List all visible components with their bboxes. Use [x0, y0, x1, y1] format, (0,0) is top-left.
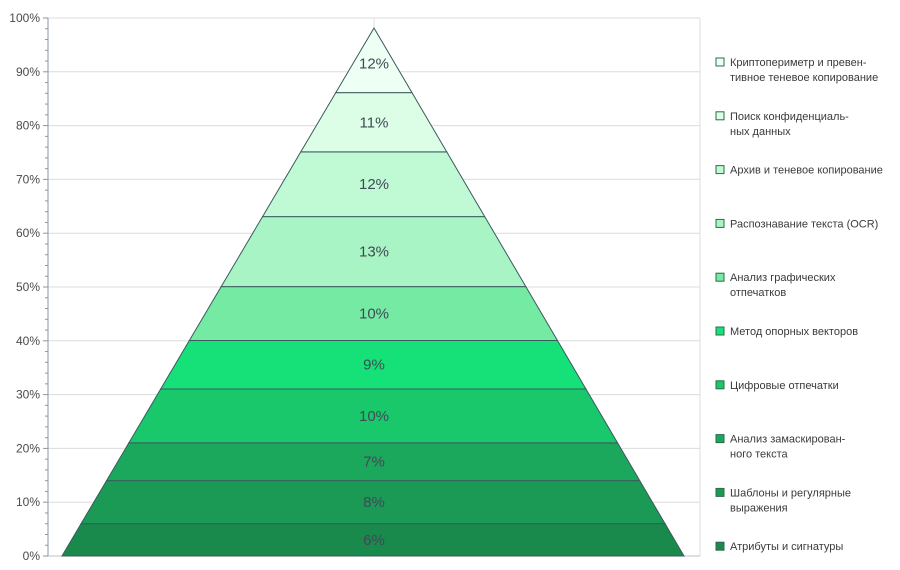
legend-swatch	[715, 57, 725, 67]
legend-label: Цифровые отпечатки	[730, 380, 839, 392]
legend-swatch	[715, 326, 725, 336]
legend-label: Анализ замаскирован-	[730, 434, 846, 446]
segment-value-label: 6%	[363, 532, 385, 549]
y-tick-label: 20%	[16, 441, 40, 455]
y-tick-label: 50%	[16, 280, 40, 294]
y-tick-label: 80%	[16, 119, 40, 133]
legend-swatch	[715, 111, 725, 121]
y-tick-label: 40%	[16, 334, 40, 348]
segment-value-label: 10%	[359, 306, 389, 323]
legend-item: Анализ замаскирован-ного текста	[715, 434, 846, 461]
legend-item: Архив и теневое копирование	[715, 165, 883, 177]
legend-swatch	[715, 541, 725, 551]
y-tick-label: 0%	[23, 549, 41, 563]
segment-labels: 6% 8% 7% 10% 9% 10% 13% 12% 11% 12%	[359, 55, 389, 549]
legend-item: Атрибуты и сигнатуры	[715, 541, 843, 553]
y-tick-label: 60%	[16, 226, 40, 240]
legend-swatch	[715, 272, 725, 282]
legend-label: Шаблоны и регулярные	[730, 487, 851, 499]
legend-swatch	[715, 434, 725, 444]
y-tick-label: 100%	[9, 11, 40, 25]
legend-swatch	[715, 165, 725, 175]
y-tick-label: 90%	[16, 65, 40, 79]
legend-label: ного текста	[730, 449, 789, 461]
segment-value-label: 9%	[363, 357, 385, 374]
legend-swatch	[715, 487, 725, 497]
segment-value-label: 7%	[363, 454, 385, 471]
legend-label: Поиск конфиденциаль-	[730, 111, 849, 123]
pyramid	[61, 27, 685, 557]
segment-value-label: 8%	[363, 494, 385, 511]
y-axis: 0% 10% 20% 30% 40% 50% 60% 70% 80% 90% 100%	[9, 11, 701, 563]
legend-swatch	[715, 218, 725, 228]
legend-label: Архив и теневое копирование	[730, 165, 883, 177]
legend-item: Распознавание текста (OCR)	[715, 218, 878, 230]
segment-value-label: 11%	[360, 114, 389, 131]
legend-label: тивное теневое копирование	[730, 72, 878, 84]
pyramid-segment	[334, 27, 413, 94]
legend-label: Анализ графических	[730, 272, 836, 284]
legend-item: Поиск конфиденциаль-ных данных	[715, 111, 849, 138]
legend-label: Метод опорных векторов	[730, 326, 858, 338]
legend-item: Метод опорных векторов	[715, 326, 858, 338]
y-tick-label: 70%	[16, 172, 40, 186]
legend-label: Распознавание текста (OCR)	[730, 218, 878, 230]
segment-value-label: 13%	[359, 244, 389, 261]
y-tick-label: 10%	[16, 495, 40, 509]
legend-label: Криптопериметр и превен-	[730, 57, 867, 69]
y-tick-label: 30%	[16, 388, 40, 402]
segment-value-label: 12%	[359, 176, 389, 193]
legend-label: выражения	[730, 502, 788, 514]
legend-label: ных данных	[730, 126, 791, 138]
legend-item: Анализ графических отпечатков	[715, 272, 836, 299]
segment-value-label: 10%	[359, 408, 389, 425]
legend-item: Криптопериметр и превен-тивное теневое к…	[715, 57, 878, 84]
legend-label: Атрибуты и сигнатуры	[730, 541, 843, 553]
legend-item: Шаблоны и регулярные выражения	[715, 487, 851, 514]
legend: Криптопериметр и превен-тивное теневое к…	[715, 57, 883, 553]
legend-label: отпечатков	[730, 287, 786, 299]
segment-value-label: 12%	[359, 55, 389, 72]
legend-swatch	[715, 380, 725, 390]
legend-item: Цифровые отпечатки	[715, 380, 839, 392]
